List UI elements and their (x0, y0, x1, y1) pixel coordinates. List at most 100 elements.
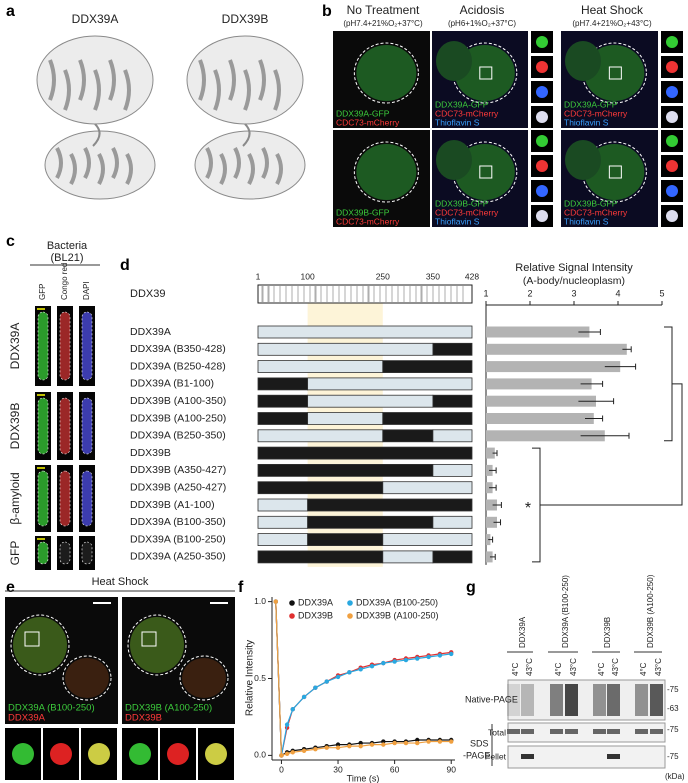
inset-blob (536, 111, 548, 123)
series-point (381, 742, 386, 747)
panel-subtitle: (BL21) (50, 252, 83, 264)
zoom-box (479, 66, 493, 80)
helix (258, 59, 266, 101)
series-point (369, 742, 375, 747)
legend-marker (347, 600, 353, 606)
bacterium (37, 470, 49, 527)
bracket (532, 326, 683, 563)
bacterium (37, 311, 49, 381)
construct-segment (382, 412, 473, 425)
helix (205, 147, 213, 179)
x-tick-label: 60 (390, 764, 400, 774)
band (507, 684, 520, 716)
bar (486, 361, 621, 373)
construct-label: DDX39A (130, 326, 171, 338)
construct-segment (257, 412, 309, 425)
series-point (392, 659, 397, 664)
zoom-box (479, 165, 493, 179)
protein-name: DDX39 (130, 288, 165, 300)
x-axis-label: Time (s) (347, 773, 380, 783)
bacterium (81, 397, 93, 455)
helix (111, 147, 119, 179)
construct-segment (257, 429, 384, 443)
construct-segment (257, 446, 473, 460)
series-point (273, 599, 278, 604)
inset-blob (205, 743, 227, 765)
construct-segment (382, 550, 434, 564)
construct-segment (382, 481, 473, 495)
construct-segment (307, 377, 473, 391)
zoom-box (24, 631, 40, 647)
legend-label: DDX39B (A100-250) (356, 610, 439, 620)
helix (48, 59, 56, 101)
temperature-label: 43°C (525, 658, 534, 676)
inset-blob (666, 135, 678, 147)
band (650, 684, 663, 716)
sample-label: DDX39A (8, 323, 22, 370)
helix (108, 59, 116, 101)
series-point (358, 743, 363, 749)
nucleus (565, 140, 601, 180)
helix (63, 69, 71, 111)
row-label: Total (488, 727, 506, 737)
residue-tick: 350 (426, 271, 440, 281)
helix (228, 59, 236, 101)
band (593, 684, 606, 716)
condition-detail: (pH7.4+21%O₂+37°C) (343, 19, 423, 28)
series-point (381, 660, 386, 666)
sample-label: DDX39A (B100-250) (561, 575, 570, 648)
construct-segment (432, 550, 473, 564)
construct-segment (382, 429, 434, 443)
panel-title: Heat Shock (92, 576, 149, 588)
panel-letter: g (466, 579, 476, 596)
linker (92, 123, 101, 147)
nucleus-outline (10, 614, 70, 676)
zoom-box (608, 66, 622, 80)
series-point (426, 739, 431, 744)
bacterium (81, 470, 93, 527)
nucleus (65, 658, 109, 698)
blot-label: SDS (470, 738, 489, 748)
bar (486, 395, 596, 407)
legend-label: DDX39A (298, 597, 333, 607)
sample-label: GFP (8, 541, 22, 566)
bar (486, 378, 592, 390)
series-point (415, 656, 420, 661)
row-label: Pellet (485, 751, 507, 761)
band (521, 754, 534, 759)
construct-segment (307, 533, 384, 546)
temperature-label: 43°C (611, 658, 620, 676)
bar (486, 447, 495, 459)
construct-label: DDX39A (B100-350) (130, 516, 226, 528)
series-point (324, 745, 329, 750)
bacterium (81, 541, 93, 565)
inset-blob (536, 36, 548, 48)
series-point (301, 694, 307, 700)
channel-label: DDX39A (8, 713, 46, 724)
temperature-label: 4°C (597, 662, 606, 676)
condition-title: Heat Shock (581, 3, 644, 17)
x-tick-label: 3 (571, 288, 576, 298)
channel-label: DDX39B (125, 713, 162, 724)
structure-title: DDX39A (72, 12, 119, 26)
x-tick-label: 90 (446, 764, 456, 774)
stain-label: DAPI (82, 281, 91, 300)
series-point (301, 748, 307, 753)
channel-label: DDX39A (B100-250) (8, 703, 95, 714)
band (635, 684, 648, 716)
construct-segment (307, 515, 434, 529)
helix (233, 147, 241, 179)
bar (486, 551, 493, 563)
zoom-box (141, 631, 157, 647)
linker (242, 123, 251, 147)
sample-label: DDX39B (603, 617, 612, 648)
band (521, 729, 534, 734)
series-point (403, 657, 409, 663)
panel-title: Bacteria (47, 240, 88, 252)
nucleus-outline (179, 655, 229, 701)
legend-marker (289, 600, 295, 606)
inset-blob (88, 743, 110, 765)
nucleus-outline (62, 655, 112, 701)
nucleus-outline (127, 614, 187, 676)
series-point (324, 679, 329, 684)
